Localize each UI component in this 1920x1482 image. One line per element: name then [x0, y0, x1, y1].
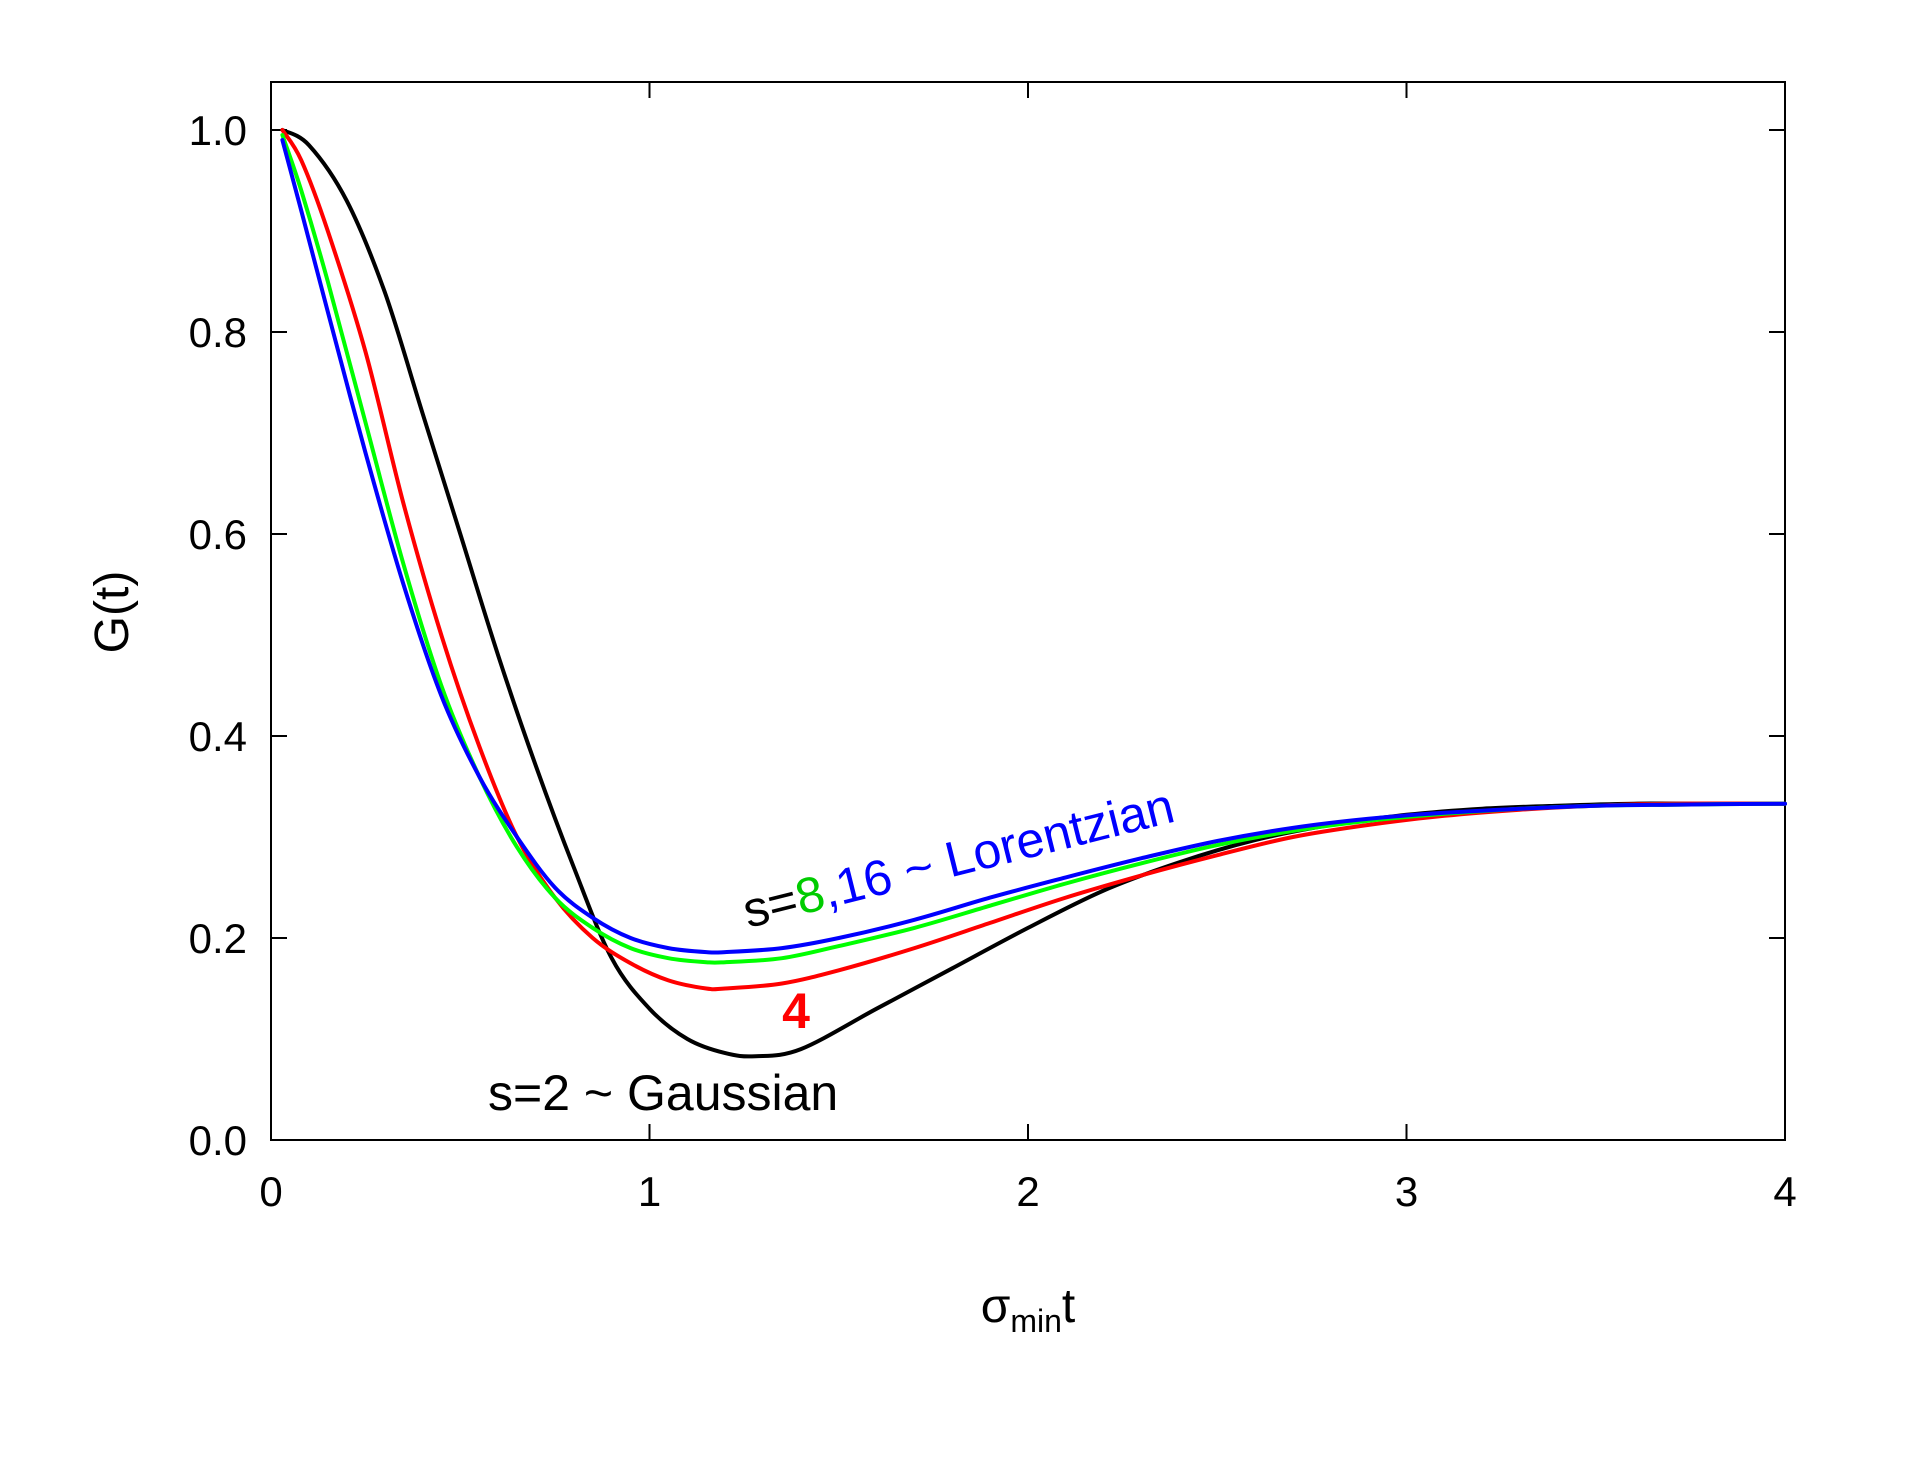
- annotation-red: 4: [782, 983, 810, 1039]
- y-tick-label: 1.0: [189, 107, 247, 154]
- plot-frame: [270, 81, 1786, 1141]
- y-axis-title: G(t): [86, 571, 139, 654]
- x-tick-label: 3: [1395, 1168, 1418, 1215]
- x-tick-label: 0: [259, 1168, 282, 1215]
- x-axis-title-tail: t: [1062, 1280, 1075, 1333]
- x-tick-label: 1: [638, 1168, 661, 1215]
- y-tick-label: 0.2: [189, 915, 247, 962]
- x-axis-title-sub: min: [1010, 1303, 1062, 1339]
- series-group: [280, 128, 1787, 1059]
- x-axis-title-main: σ: [981, 1280, 1011, 1333]
- y-tick-label: 0.0: [189, 1117, 247, 1164]
- annotation-lorentzian-rest: ,16 ~ Lorentzian: [817, 777, 1180, 918]
- series-line-s16: [280, 138, 1787, 955]
- y-tick-label: 0.8: [189, 309, 247, 356]
- x-tick-label: 4: [1773, 1168, 1796, 1215]
- series-line-s2-gaussian: [280, 128, 1787, 1059]
- x-axis-title: σmint: [981, 1280, 1076, 1339]
- annotation-gaussian: s=2 ~ Gaussian: [488, 1065, 838, 1121]
- series-line-s4: [280, 128, 1787, 992]
- y-tick-label: 0.6: [189, 511, 247, 558]
- y-tick-label: 0.4: [189, 713, 247, 760]
- axis-ticks: 0 1 2 3 4 0.0 0.2 0.4 0.6 0.8 1.0: [189, 82, 1797, 1215]
- x-tick-label: 2: [1016, 1168, 1039, 1215]
- annotation-lorentzian-prefix: s=: [737, 871, 803, 938]
